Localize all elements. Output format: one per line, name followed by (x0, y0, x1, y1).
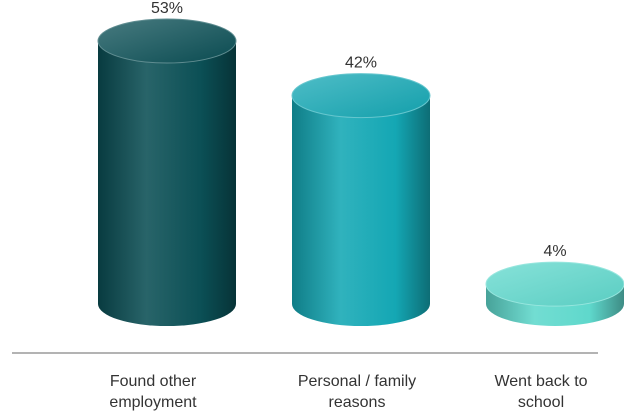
bar-body-1 (98, 41, 236, 326)
category-label-3-line-2: school (518, 394, 564, 411)
bar-top-1 (97, 18, 237, 64)
value-label-2: 42% (345, 55, 377, 72)
category-label-2-line-1: Personal / family (298, 373, 416, 390)
value-label-1: 53% (151, 0, 183, 17)
category-label-1-line-2: employment (109, 394, 197, 411)
category-label-1-line-1: Found other (110, 373, 197, 390)
bars-group (97, 18, 624, 327)
category-label-2-line-2: reasons (329, 394, 386, 411)
bar-1 (97, 18, 237, 326)
bar-top-2 (291, 73, 431, 119)
value-label-3: 4% (543, 243, 566, 260)
labels-group: 53% Found other employment 42% Personal / fa… (109, 0, 587, 411)
bar-2 (291, 73, 431, 327)
category-label-3-line-1: Went back to (494, 373, 587, 390)
bar-body-2 (292, 95, 430, 327)
bar-3 (485, 261, 624, 326)
bar-top-3 (485, 261, 624, 307)
